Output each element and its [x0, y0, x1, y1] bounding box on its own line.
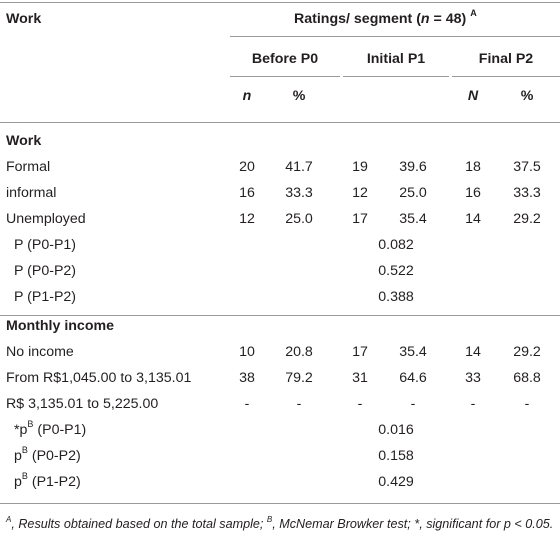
table-row: informal 16 33.3 12 25.0 16 33.3: [0, 180, 560, 206]
sub-n-before: n: [242, 88, 252, 104]
table-bottom-rule: [0, 503, 560, 504]
group-before-p0: Before P0: [251, 51, 319, 67]
sub-n-final: N: [467, 88, 479, 104]
section-income: Monthly income: [6, 318, 114, 334]
row-label: Unemployed: [6, 211, 86, 227]
row-label: informal: [6, 185, 57, 201]
table-row: R$ 3,135.01 to 5,225.00 - - - - - -: [0, 391, 560, 417]
p-value-row: pB (P0-P2) 0.158: [0, 443, 560, 469]
p-label: P (P0-P2): [14, 263, 77, 279]
p-value-row: *pB (P0-P1) 0.016: [0, 417, 560, 443]
row-label: From R$1,045.00 to 3,135.01: [6, 370, 192, 386]
group-initial-p1: Initial P1: [366, 51, 426, 67]
rule-initial: [343, 76, 449, 77]
table-top-rule: [0, 2, 560, 3]
header-work-label: Work: [6, 11, 42, 27]
p-value-row: pB (P1-P2) 0.429: [0, 469, 560, 495]
p-value: 0.388: [378, 289, 414, 305]
p-value: 0.522: [378, 263, 414, 279]
row-label: R$ 3,135.01 to 5,225.00: [6, 396, 159, 412]
group-final-p2: Final P2: [478, 51, 534, 67]
table-row: No income 10 20.8 17 35.4 14 29.2: [0, 339, 560, 365]
p-value-row: P (P0-P2) 0.522: [0, 258, 560, 284]
p-value-row: P (P1-P2) 0.388: [0, 284, 560, 310]
p-value: 0.158: [378, 448, 414, 464]
header-bottom-rule: [0, 122, 560, 123]
p-value: 0.082: [378, 237, 414, 253]
header-row-sub: n % N %: [0, 83, 560, 109]
header-row-1: Work Ratings/ segment (n = 48) A: [0, 6, 560, 32]
row-label: Formal: [6, 159, 51, 175]
rule-before: [230, 76, 340, 77]
p-value-row: P (P0-P1) 0.082: [0, 232, 560, 258]
section-divider-rule: [0, 315, 560, 316]
header-group-rule: [230, 36, 560, 37]
p-label: P (P0-P1): [14, 237, 77, 253]
p-label: pB (P1-P2): [14, 471, 81, 490]
table-row: From R$1,045.00 to 3,135.01 38 79.2 31 6…: [0, 365, 560, 391]
p-label: pB (P0-P2): [14, 445, 81, 464]
table-footnote: A, Results obtained based on the total s…: [6, 514, 554, 531]
p-label: *pB (P0-P1): [14, 419, 87, 438]
table-row: Formal 20 41.7 19 39.6 18 37.5: [0, 154, 560, 180]
row-label: No income: [6, 344, 74, 360]
section-work: Work: [6, 133, 42, 149]
rule-final: [452, 76, 560, 77]
p-label: P (P1-P2): [14, 289, 77, 305]
p-value: 0.016: [378, 422, 414, 438]
sub-pct-before: %: [292, 88, 306, 104]
p-value: 0.429: [378, 474, 414, 490]
header-row-groups: Before P0 Initial P1 Final P2: [0, 46, 560, 72]
table-row: Unemployed 12 25.0 17 35.4 14 29.2: [0, 206, 560, 232]
sub-pct-final: %: [520, 88, 534, 104]
